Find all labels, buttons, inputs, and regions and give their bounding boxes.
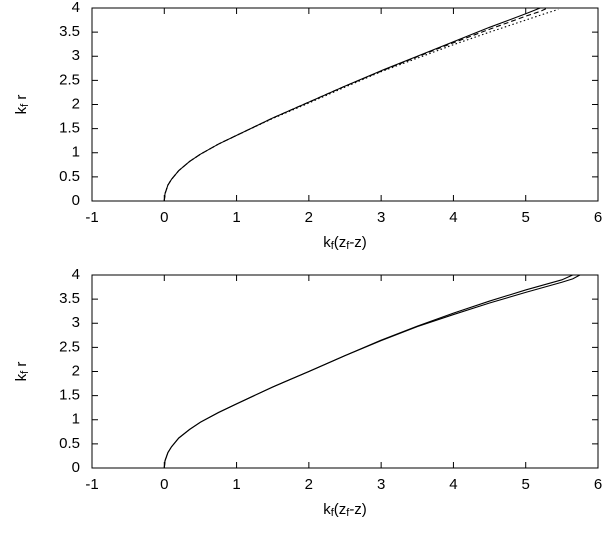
y-tick-label: 3: [72, 47, 80, 64]
curve: [163, 8, 559, 202]
x-tick-label: 1: [232, 209, 240, 226]
x-tick-label: 4: [449, 209, 457, 226]
y-tick-label: 4: [72, 266, 80, 283]
y-tick-label: 3: [72, 314, 80, 331]
axis-label-part: -z): [349, 501, 367, 518]
subplot: 00.511.522.533.54-1 0 1 2 3 4 5 6kf(zf-z)kf r: [13, 266, 602, 519]
curve: [163, 7, 541, 202]
x-tick-label: 6: [594, 209, 602, 226]
x-tick-label: 0: [160, 476, 168, 493]
y-tick-label: 2.5: [59, 71, 80, 88]
axis-label-subscript: f: [346, 240, 350, 252]
axis-label-subscript: f: [346, 507, 350, 519]
axis-label-part: k: [323, 501, 331, 518]
x-tick-label: 2: [305, 209, 313, 226]
y-tick-label: 3.5: [59, 290, 80, 307]
plot-frame: [91, 7, 599, 202]
y-tick-label: 1: [72, 144, 80, 161]
subplot: 00.511.522.533.54-1 0 1 2 3 4 5 6kf(zf-z)kf r: [13, 0, 602, 252]
x-tick-label: 2: [305, 476, 313, 493]
axis-label-part: (z: [334, 501, 347, 518]
y-tick-label: 1.5: [59, 387, 80, 404]
y-tick-label: 3.5: [59, 23, 80, 40]
y-tick-label: 4: [72, 0, 80, 16]
x-tick-label: -1: [85, 209, 98, 226]
curve: [163, 274, 573, 469]
y-tick-label: 0.5: [59, 168, 80, 185]
axis-label-part: r: [13, 95, 30, 104]
y-tick-label: 0.5: [59, 435, 80, 452]
axis-label-part: k: [13, 106, 30, 114]
axis-label-part: -z): [349, 234, 367, 251]
x-tick-label: 3: [377, 209, 385, 226]
curve: [163, 7, 548, 202]
axis-label-subscript: f: [331, 507, 335, 519]
y-tick-label: 0: [72, 192, 80, 209]
axis-label-part: k: [13, 373, 30, 381]
x-tick-label: -1: [85, 476, 98, 493]
y-tick-label: 0: [72, 459, 80, 476]
x-tick-label: 3: [377, 476, 385, 493]
axis-label-subscript: f: [19, 103, 31, 107]
x-tick-label: 4: [449, 476, 457, 493]
x-tick-label: 0: [160, 209, 168, 226]
axis-label: kf(zf-z): [323, 501, 367, 519]
y-tick-label: 2: [72, 95, 80, 112]
axis-label-part: k: [323, 234, 331, 251]
x-tick-label: 5: [522, 476, 530, 493]
y-tick-label: 2: [72, 362, 80, 379]
axis-label-subscript: f: [331, 240, 335, 252]
axis-label-part: (z: [334, 234, 347, 251]
y-tick-label: 1: [72, 411, 80, 428]
axis-label: kf r: [13, 362, 31, 382]
plot-frame: [91, 274, 599, 469]
axis-label-subscript: f: [19, 370, 31, 374]
x-tick-label: 6: [594, 476, 602, 493]
y-tick-label: 2.5: [59, 338, 80, 355]
x-tick-label: 5: [522, 209, 530, 226]
x-tick-label: 1: [232, 476, 240, 493]
axis-label-part: r: [13, 362, 30, 371]
y-tick-label: 1.5: [59, 120, 80, 137]
axis-label: kf r: [13, 95, 31, 115]
curve: [163, 274, 581, 469]
axis-label: kf(zf-z): [323, 234, 367, 252]
